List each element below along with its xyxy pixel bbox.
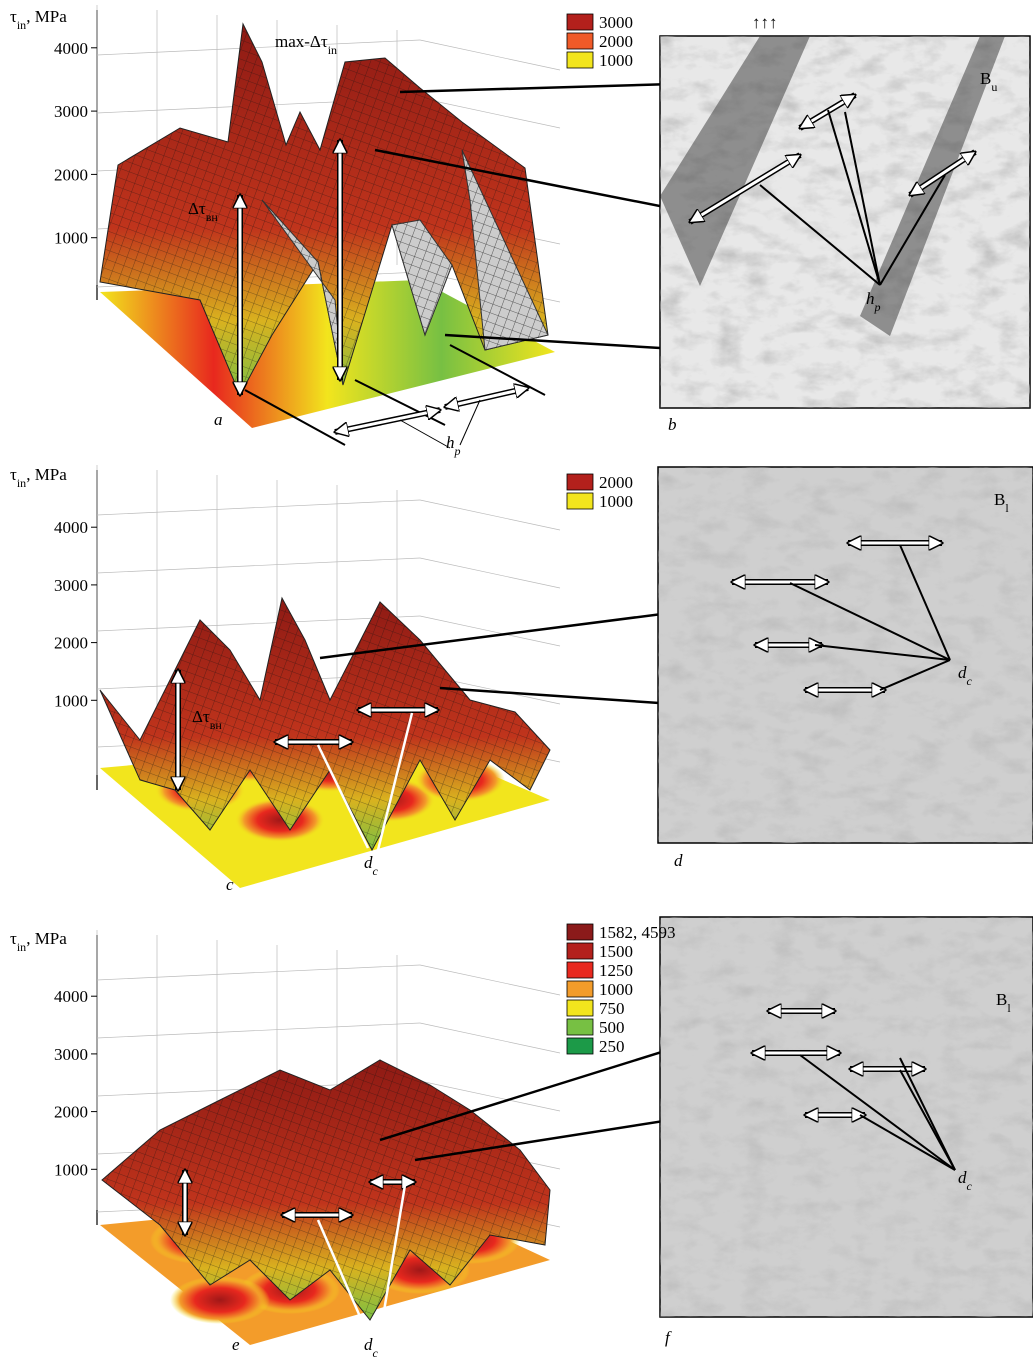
subscript: c xyxy=(373,864,379,878)
subscript: in xyxy=(328,43,337,57)
box-grid xyxy=(420,558,560,588)
box-grid xyxy=(420,40,560,70)
text-part: B xyxy=(980,69,991,88)
subscript: in xyxy=(17,940,26,954)
text-part: B xyxy=(994,490,1005,509)
subscript: u xyxy=(991,80,997,94)
tick-label: 4000 xyxy=(54,518,88,537)
box-grid xyxy=(420,1023,560,1053)
panel-letter: e xyxy=(232,1335,240,1354)
subscript: c xyxy=(967,674,973,688)
legend-label: 750 xyxy=(599,999,625,1018)
double-arrow xyxy=(335,410,440,432)
text-part: , MPa xyxy=(26,465,67,484)
box-grid xyxy=(97,40,420,55)
subscript: c xyxy=(373,1346,379,1357)
tick-label: 2000 xyxy=(54,634,88,653)
subscript: c xyxy=(967,1179,973,1193)
legend-swatch xyxy=(567,1019,593,1035)
legend-label: 2000 xyxy=(599,473,633,492)
legend-label: 2000 xyxy=(599,32,633,51)
tick-label: 3000 xyxy=(54,102,88,121)
text-part: h xyxy=(446,433,455,452)
legend-label: 1250 xyxy=(599,961,633,980)
subscript: вн xyxy=(210,718,223,732)
tick-label: 1000 xyxy=(54,229,88,248)
tick-label: 3000 xyxy=(54,1045,88,1064)
legend-label: 1000 xyxy=(599,492,633,511)
annotation: hp xyxy=(446,433,461,458)
direction-marker: ↑↑↑ xyxy=(752,13,778,32)
text-part: Δτ xyxy=(192,707,210,726)
figure: τin, MPa4000300020001000300020001000ab↑↑… xyxy=(0,0,1033,1357)
subscript: вн xyxy=(206,210,219,224)
panel-letter: c xyxy=(226,875,234,894)
legend-swatch xyxy=(567,1000,593,1016)
legend-label: 1500 xyxy=(599,942,633,961)
text-part: , MPa xyxy=(26,7,67,26)
legend-swatch xyxy=(567,924,593,940)
subscript: p xyxy=(454,444,461,458)
box-grid xyxy=(97,1023,420,1038)
subscript: in xyxy=(17,476,26,490)
box-grid xyxy=(420,500,560,530)
tick-label: 4000 xyxy=(54,39,88,58)
box-grid xyxy=(420,965,560,995)
legend-swatch xyxy=(567,474,593,490)
box-grid xyxy=(97,965,420,980)
axis-label: τin, MPa xyxy=(10,465,67,490)
legend-swatch xyxy=(567,33,593,49)
legend-swatch xyxy=(567,981,593,997)
tick-label: 2000 xyxy=(54,1103,88,1122)
subscript: p xyxy=(874,300,881,314)
legend-swatch xyxy=(567,493,593,509)
legend-label: 500 xyxy=(599,1018,625,1037)
legend-swatch xyxy=(567,962,593,978)
annotation: dc xyxy=(364,1335,379,1357)
legend-swatch xyxy=(567,14,593,30)
leader xyxy=(460,400,480,445)
text-part: , MPa xyxy=(26,929,67,948)
box-grid xyxy=(97,500,420,515)
panel-letter: f xyxy=(665,1328,672,1347)
text-part: max-Δτ xyxy=(275,32,328,51)
text-part: B xyxy=(996,990,1007,1009)
legend-label: 1000 xyxy=(599,51,633,70)
legend-swatch xyxy=(567,52,593,68)
legend-label: 250 xyxy=(599,1037,625,1056)
panel-letter: d xyxy=(674,851,683,870)
tick-label: 3000 xyxy=(54,576,88,595)
legend-swatch xyxy=(567,1038,593,1054)
tick-label: 2000 xyxy=(54,165,88,184)
annotation: max-Δτin xyxy=(275,32,337,57)
tick-label: 4000 xyxy=(54,987,88,1006)
box-grid xyxy=(97,558,420,573)
tick-label: 1000 xyxy=(54,1160,88,1179)
axis-label: τin, MPa xyxy=(10,7,67,32)
text-part: h xyxy=(866,289,875,308)
floor-blob xyxy=(170,1276,270,1324)
legend-label: 3000 xyxy=(599,13,633,32)
subscript: in xyxy=(17,18,26,32)
double-arrow xyxy=(445,388,528,407)
annotation: dc xyxy=(364,853,379,878)
panel-letter: b xyxy=(668,415,677,434)
panel-letter: a xyxy=(214,410,223,429)
legend-swatch xyxy=(567,943,593,959)
text-part: Δτ xyxy=(188,199,206,218)
tick-label: 1000 xyxy=(54,691,88,710)
axis-label: τin, MPa xyxy=(10,929,67,954)
micrograph-texture xyxy=(658,467,1033,843)
legend-label: 1582, 4593 xyxy=(599,923,676,942)
legend-label: 1000 xyxy=(599,980,633,999)
